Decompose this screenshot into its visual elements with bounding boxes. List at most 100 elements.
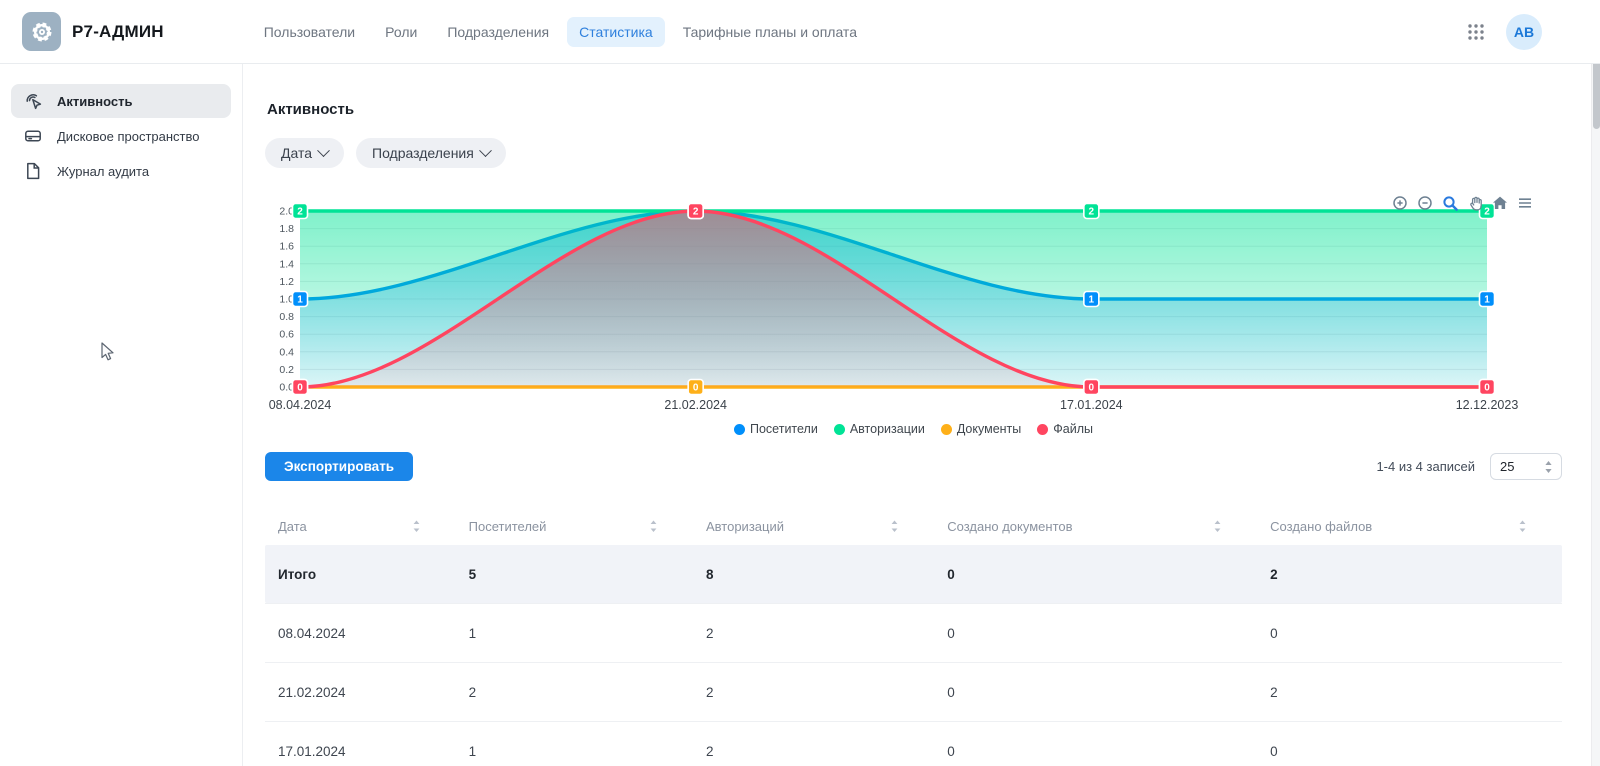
svg-text:1: 1: [1089, 295, 1095, 306]
legend-dot: [834, 424, 845, 435]
svg-text:0: 0: [1089, 383, 1095, 394]
chevron-down-icon: [317, 144, 330, 157]
disk-space-icon: [23, 126, 43, 146]
legend-item-0[interactable]: Посетители: [734, 422, 818, 436]
stepper-icon[interactable]: [1545, 461, 1552, 473]
pagination: 1-4 из 4 записей 25: [1376, 453, 1562, 480]
table-cell: 0: [934, 685, 1257, 700]
nav-tab-3[interactable]: Статистика: [567, 17, 665, 47]
audit-log-icon: [23, 161, 43, 181]
filter-dropdown-0[interactable]: Дата: [265, 138, 344, 168]
sort-icon[interactable]: [413, 520, 420, 533]
table-header-row: Дата Посетителей Авторизаций Создано докуме…: [265, 507, 1562, 545]
sidebar-item-0[interactable]: Активность: [11, 84, 231, 118]
column-header-label: Авторизаций: [706, 519, 784, 534]
pan-icon[interactable]: [1466, 194, 1484, 212]
selection-zoom-icon[interactable]: [1441, 194, 1459, 212]
sort-icon[interactable]: [650, 520, 657, 533]
svg-text:08.04.2024: 08.04.2024: [269, 398, 332, 412]
brand: Р7-АДМИН: [22, 12, 164, 51]
chart-canvas[interactable]: 0.00.20.40.60.81.01.21.41.61.82.01211222…: [265, 198, 1543, 422]
svg-text:2: 2: [1089, 207, 1095, 218]
table-cell: Итого: [265, 567, 456, 582]
svg-text:0: 0: [297, 383, 303, 394]
sidebar-item-2[interactable]: Журнал аудита: [11, 154, 231, 188]
svg-text:0.4: 0.4: [279, 346, 294, 358]
activity-chart: 0.00.20.40.60.81.01.21.41.61.82.01211222…: [265, 198, 1562, 436]
svg-text:0: 0: [693, 383, 699, 394]
nav-tab-4[interactable]: Тарифные планы и оплата: [671, 17, 869, 47]
sidebar-item-label: Дисковое пространство: [57, 129, 200, 144]
avatar[interactable]: АВ: [1506, 14, 1542, 50]
export-button[interactable]: Экспортировать: [265, 452, 413, 481]
page-title: Активность: [267, 101, 1562, 118]
chevron-down-icon: [479, 144, 492, 157]
chart-legend: Посетители Авторизации Документы Файлы: [265, 422, 1562, 436]
table-cell: 0: [1257, 744, 1562, 759]
menu-icon[interactable]: [1516, 194, 1534, 212]
home-icon[interactable]: [1491, 194, 1509, 212]
column-header-label: Создано файлов: [1270, 519, 1372, 534]
table-cell: 2: [693, 685, 934, 700]
page-size-select[interactable]: 25: [1490, 453, 1562, 480]
legend-label: Авторизации: [850, 422, 925, 436]
column-header-2[interactable]: Авторизаций: [693, 519, 934, 534]
table-cell: 08.04.2024: [265, 626, 456, 641]
apps-grid-icon[interactable]: [1466, 22, 1486, 42]
main-content: Активность ДатаПодразделения 0.00.20.40.…: [243, 64, 1600, 766]
chart-toolbar: [1391, 194, 1534, 212]
svg-text:1.8: 1.8: [279, 223, 294, 235]
zoom-out-icon[interactable]: [1416, 194, 1434, 212]
column-header-0[interactable]: Дата: [265, 519, 456, 534]
page-size-value: 25: [1500, 459, 1514, 474]
sidebar-item-label: Активность: [57, 94, 132, 109]
legend-item-1[interactable]: Авторизации: [834, 422, 925, 436]
sort-icon[interactable]: [1519, 520, 1526, 533]
legend-label: Файлы: [1053, 422, 1093, 436]
sort-icon[interactable]: [891, 520, 898, 533]
legend-item-3[interactable]: Файлы: [1037, 422, 1093, 436]
legend-label: Документы: [957, 422, 1021, 436]
column-header-4[interactable]: Создано файлов: [1257, 519, 1562, 534]
legend-label: Посетители: [750, 422, 818, 436]
table-cell: 1: [456, 744, 693, 759]
svg-text:2: 2: [297, 207, 303, 218]
legend-item-2[interactable]: Документы: [941, 422, 1021, 436]
table-cell: 2: [1257, 685, 1562, 700]
nav-tab-2[interactable]: Подразделения: [435, 17, 561, 47]
table-total-row: Итого5802: [265, 545, 1562, 603]
svg-text:17.01.2024: 17.01.2024: [1060, 398, 1123, 412]
svg-text:2: 2: [693, 207, 699, 218]
legend-dot: [1037, 424, 1048, 435]
sidebar-item-1[interactable]: Дисковое пространство: [11, 119, 231, 153]
table-cell: 0: [1257, 626, 1562, 641]
nav-tab-0[interactable]: Пользователи: [252, 17, 367, 47]
filters-row: Дата Подразделения: [265, 138, 1562, 168]
table-cell: 0: [934, 567, 1257, 582]
table-cell: 1: [456, 626, 693, 641]
table-row: 17.01.20241200: [265, 721, 1562, 766]
nav-tab-1[interactable]: Роли: [373, 17, 429, 47]
column-header-1[interactable]: Посетителей: [456, 519, 693, 534]
zoom-in-icon[interactable]: [1391, 194, 1409, 212]
table-row: 08.04.20241200: [265, 603, 1562, 662]
column-header-label: Дата: [278, 519, 307, 534]
table-cell: 0: [934, 744, 1257, 759]
svg-text:1.4: 1.4: [279, 258, 294, 270]
table-cell: 2: [693, 626, 934, 641]
svg-text:1: 1: [297, 295, 303, 306]
filter-dropdown-1[interactable]: Подразделения: [356, 138, 506, 168]
svg-text:12.12.2023: 12.12.2023: [1456, 398, 1519, 412]
brand-name: Р7-АДМИН: [72, 22, 164, 42]
table-cell: 5: [456, 567, 693, 582]
table-cell: 2: [693, 744, 934, 759]
legend-dot: [734, 424, 745, 435]
sidebar: Активность Дисковое пространство Журнал ау…: [0, 64, 243, 766]
top-nav: ПользователиРолиПодразделенияСтатистикаТ…: [252, 17, 869, 47]
sort-icon[interactable]: [1214, 520, 1221, 533]
svg-text:1.6: 1.6: [279, 241, 294, 253]
app-header: Р7-АДМИН ПользователиРолиПодразделенияСт…: [0, 0, 1600, 64]
app-logo: [22, 12, 61, 51]
page-scrollbar[interactable]: [1591, 0, 1600, 766]
column-header-3[interactable]: Создано документов: [934, 519, 1257, 534]
